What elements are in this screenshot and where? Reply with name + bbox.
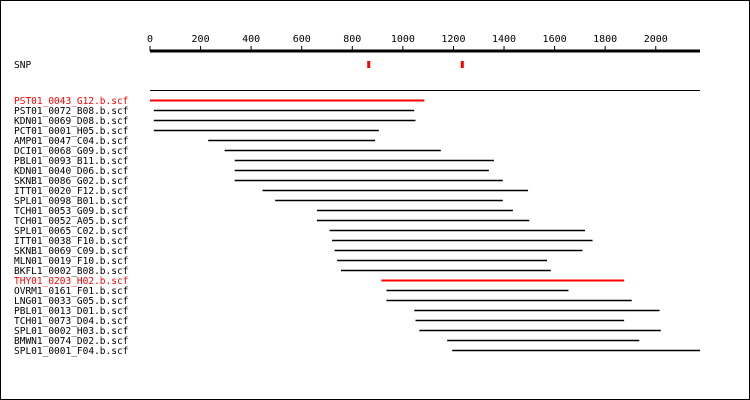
read-name[interactable]: TCH01_0073_D04.b.scf: [14, 316, 128, 327]
snp-track: SNP: [14, 60, 464, 71]
read-name[interactable]: TCH01_0052_A05.b.scf: [14, 216, 128, 227]
read-name[interactable]: ITT01_0038_F10.b.scf: [14, 236, 128, 247]
axis-tick-label: 1800: [593, 34, 617, 45]
axis-tick-label: 400: [242, 34, 260, 45]
read-name[interactable]: SPL01_0098_B01.b.scf: [14, 196, 128, 207]
read-name[interactable]: SKNB1_0086_G02.b.scf: [14, 176, 128, 187]
read-name[interactable]: AMP01_0047_C04.b.scf: [14, 136, 128, 147]
position-axis: 0 200 400 600 800 1000 1200 1400 1600 1800 2000: [147, 34, 700, 53]
read-name[interactable]: SKNB1_0069_C09.b.scf: [14, 246, 128, 257]
read-name[interactable]: PBL01_0013_D01.b.scf: [14, 306, 128, 317]
read-name[interactable]: SPL01_0001_F04.b.scf: [14, 346, 128, 357]
read-name[interactable]: PST01_0043_G12.b.scf: [14, 96, 128, 107]
read-name[interactable]: ITT01_0020_F12.b.scf: [14, 186, 128, 197]
read-name[interactable]: MLN01_0019_F10.b.scf: [14, 256, 128, 267]
read-name[interactable]: BKFL1_0002_B08.b.scf: [14, 266, 128, 277]
read-name[interactable]: DCI01_0068_G09.b.scf: [14, 146, 128, 157]
snp-marker: [367, 61, 371, 68]
read-name[interactable]: BMWN1_0074_D02.b.scf: [14, 336, 128, 347]
read-name[interactable]: TCH01_0053_G09.b.scf: [14, 206, 128, 217]
axis-tick-label: 1600: [543, 34, 567, 45]
read-name[interactable]: PBL01_0093_B11.b.scf: [14, 156, 128, 167]
snp-label: SNP: [14, 60, 31, 71]
axis-tick-label: 1000: [391, 34, 415, 45]
axis-tick-label: 800: [343, 34, 361, 45]
axis-tick-label: 1400: [492, 34, 516, 45]
axis-tick-label: 1200: [441, 34, 465, 45]
read-name[interactable]: SPL01_0065_C02.b.scf: [14, 226, 128, 237]
read-name[interactable]: SPL01_0002_H03.b.scf: [14, 326, 128, 337]
read-name[interactable]: KDN01_0069_D08.b.scf: [14, 116, 128, 127]
read-name[interactable]: PCT01_0001_H05.b.scf: [14, 126, 128, 137]
snp-marker: [460, 61, 464, 68]
reads-list: PST01_0043_G12.b.scfPST01_0072_B08.b.scf…: [14, 96, 700, 357]
axis-tick-label: 0: [147, 34, 153, 45]
read-name[interactable]: LNG01_0033_G05.b.scf: [14, 296, 128, 307]
read-name[interactable]: OVRM1_0161_F01.b.scf: [14, 286, 128, 297]
read-name[interactable]: KDN01_0040_D06.b.scf: [14, 166, 128, 177]
read-name[interactable]: PST01_0072_B08.b.scf: [14, 106, 128, 117]
axis-tick-label: 2000: [644, 34, 668, 45]
read-name[interactable]: THY01_0203_H02.b.scf: [14, 276, 128, 287]
axis-tick-label: 600: [293, 34, 311, 45]
axis-tick-label: 200: [192, 34, 210, 45]
